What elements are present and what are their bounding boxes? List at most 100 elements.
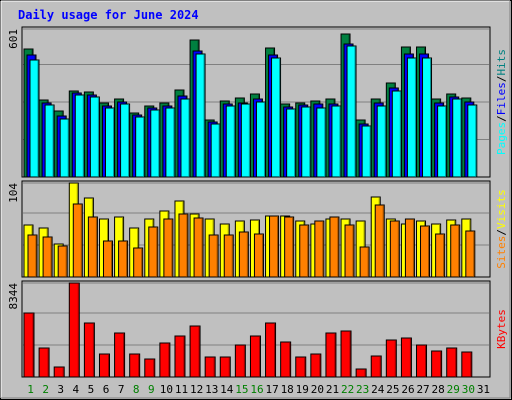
panel-series-label: Pages/Files/Hits <box>495 49 508 155</box>
x-tick-label-day-14: 14 <box>220 383 234 396</box>
bar-kbytes-day-14 <box>219 356 231 378</box>
label-separator: / <box>495 76 508 83</box>
bar-kbytes-day-20 <box>310 353 322 378</box>
bar-sites-day-6 <box>102 240 113 278</box>
bar-sites-day-11 <box>178 213 189 278</box>
bar-sites-day-24 <box>374 204 385 278</box>
x-tick-label-day-21: 21 <box>326 383 339 396</box>
bar-sites-day-5 <box>87 216 98 278</box>
x-tick-label-day-17: 17 <box>265 383 278 396</box>
label-visits: Visits <box>495 189 508 229</box>
panel-series-label: Sites/Visits <box>495 189 508 269</box>
x-tick-label-day-13: 13 <box>205 383 218 396</box>
bar-sites-day-26 <box>404 218 415 278</box>
label-kbytes: KBytes <box>495 309 508 349</box>
label-separator: / <box>495 229 508 236</box>
bar-sites-day-3 <box>57 245 68 278</box>
panel-hits-files-pages: 601 Pages/Files/Hits <box>7 26 508 178</box>
x-tick-label-day-25: 25 <box>386 383 399 396</box>
y-axis-max-label: 8344 <box>7 283 20 310</box>
x-axis-tick-labels: 1 2 3 4 5 6 7 8 9 10 11 12 13 14 15 16 17 18 19 20 21 22 23 24 2… <box>27 383 490 396</box>
bar-kbytes-day-5 <box>83 322 95 378</box>
bar-sites-day-2 <box>42 236 53 278</box>
bar-kbytes-day-11 <box>174 335 186 378</box>
bar-sites-day-22 <box>344 224 355 278</box>
x-tick-label-day-7: 7 <box>118 383 125 396</box>
x-tick-label-day-1: 1 <box>27 383 34 396</box>
bar-kbytes-day-2 <box>38 347 50 378</box>
x-tick-label-day-27: 27 <box>416 383 429 396</box>
bar-kbytes-day-3 <box>53 366 65 378</box>
bar-kbytes-day-13 <box>204 356 216 378</box>
bar-kbytes-day-6 <box>98 353 110 378</box>
bar-sites-day-27 <box>420 225 431 278</box>
chart-title: Daily usage for June 2024 <box>18 8 199 22</box>
label-separator: / <box>495 115 508 122</box>
x-tick-label-day-19: 19 <box>296 383 309 396</box>
x-tick-label-day-18: 18 <box>281 383 294 396</box>
bar-kbytes-day-26 <box>400 337 412 378</box>
x-tick-label-day-23: 23 <box>356 383 369 396</box>
bar-pages-day-30 <box>467 104 478 178</box>
x-tick-label-day-9: 9 <box>148 383 155 396</box>
bar-pages-day-22 <box>346 45 357 178</box>
bar-sites-day-29 <box>450 224 461 278</box>
bar-sites-day-19 <box>299 224 310 278</box>
bar-sites-day-16 <box>253 233 264 278</box>
bar-kbytes-day-30 <box>461 351 473 378</box>
bar-sites-day-17 <box>269 215 280 278</box>
bar-sites-day-23 <box>359 246 370 278</box>
bar-kbytes-day-21 <box>325 332 337 378</box>
bar-kbytes-day-23 <box>355 368 367 378</box>
bar-sites-day-12 <box>193 217 204 278</box>
x-tick-label-day-5: 5 <box>88 383 95 396</box>
chart-panels: 601Pages/Files/Hits104Sites/Visits8344KB… <box>7 26 508 378</box>
label-sites: Sites <box>495 236 508 269</box>
x-tick-label-day-29: 29 <box>447 383 460 396</box>
bar-kbytes-day-7 <box>114 332 126 378</box>
bar-sites-day-9 <box>148 226 159 278</box>
x-tick-label-day-22: 22 <box>341 383 354 396</box>
bar-kbytes-day-4 <box>68 282 80 378</box>
bar-kbytes-day-10 <box>159 342 171 378</box>
x-tick-label-day-4: 4 <box>73 383 80 396</box>
bar-sites-day-15 <box>238 231 249 278</box>
bar-sites-day-28 <box>435 233 446 278</box>
bar-kbytes-day-15 <box>234 344 246 378</box>
x-tick-label-day-24: 24 <box>371 383 385 396</box>
panel-visits-sites: 104 Sites/Visits <box>7 180 508 278</box>
bar-kbytes-day-17 <box>265 322 277 378</box>
bar-pages-day-12 <box>195 53 206 178</box>
bar-sites-day-30 <box>465 230 476 278</box>
bar-sites-day-8 <box>133 247 144 278</box>
panel-series-label: KBytes <box>495 309 508 349</box>
x-tick-label-day-26: 26 <box>401 383 414 396</box>
x-tick-label-day-8: 8 <box>133 383 140 396</box>
bar-kbytes-day-1 <box>23 312 35 378</box>
bar-kbytes-day-19 <box>295 356 307 378</box>
bar-sites-day-1 <box>27 234 38 278</box>
bar-sites-day-7 <box>118 240 129 278</box>
x-tick-label-day-15: 15 <box>235 383 248 396</box>
x-tick-label-day-10: 10 <box>160 383 173 396</box>
bar-sites-day-4 <box>72 203 83 278</box>
label-files: Files <box>495 82 508 115</box>
bar-sites-day-13 <box>208 234 219 278</box>
bar-kbytes-day-12 <box>189 325 201 378</box>
bar-sites-day-14 <box>223 234 234 278</box>
panel-kbytes: 8344 KBytes <box>7 280 508 378</box>
x-tick-label-day-30: 30 <box>462 383 475 396</box>
x-tick-label-day-31: 31 <box>477 383 490 396</box>
x-tick-label-day-12: 12 <box>190 383 203 396</box>
label-pages: Pages <box>495 122 508 155</box>
bar-kbytes-day-9 <box>144 358 156 378</box>
bar-kbytes-day-18 <box>280 341 292 378</box>
y-axis-max-label: 104 <box>7 183 20 203</box>
y-axis-max-label: 601 <box>7 29 20 49</box>
bar-kbytes-day-16 <box>249 335 261 378</box>
bar-kbytes-day-29 <box>446 347 458 378</box>
x-tick-label-day-6: 6 <box>103 383 110 396</box>
bar-kbytes-day-24 <box>370 355 382 378</box>
